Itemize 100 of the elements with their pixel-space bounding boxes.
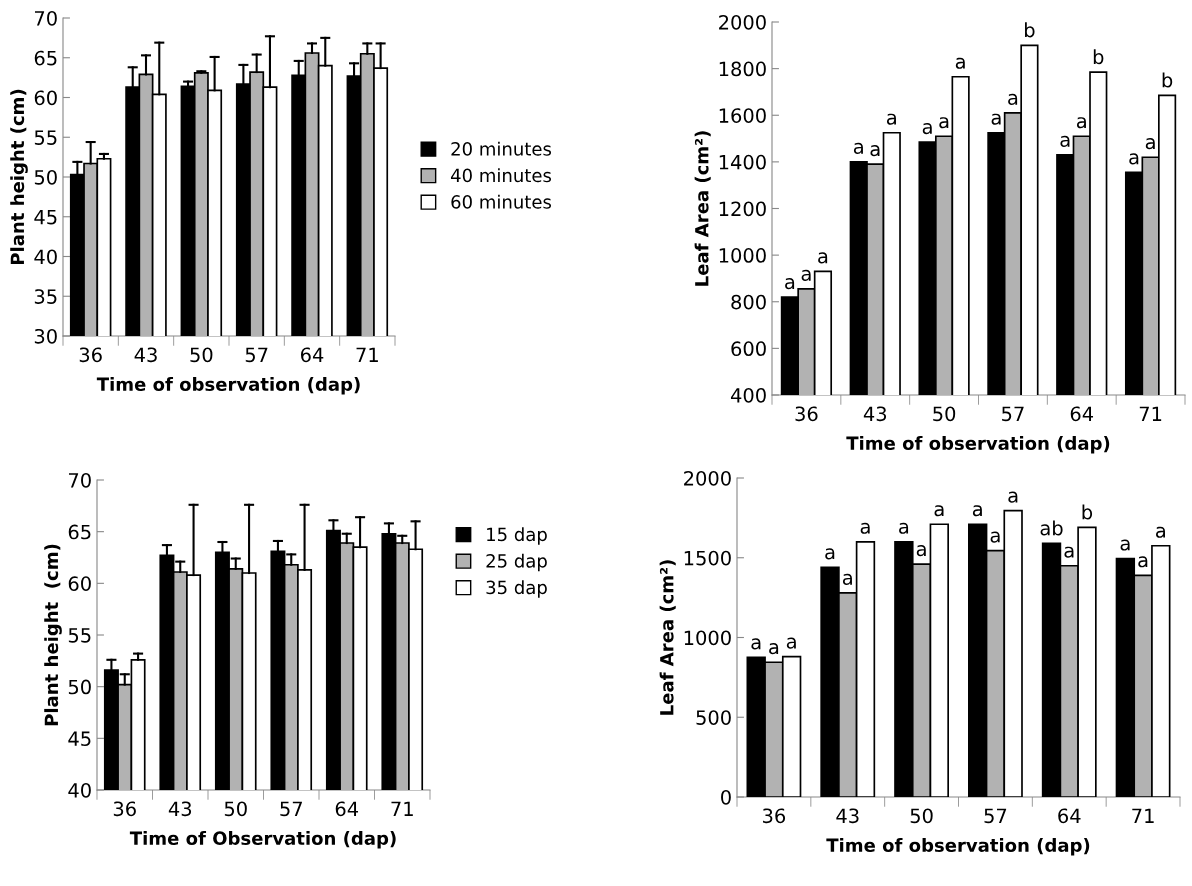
legend-label: 15 dap [487, 527, 547, 545]
y-tick-label: 1000 [719, 248, 766, 263]
x-tick-label: 50 [190, 347, 213, 363]
x-tick-label: 57 [245, 347, 268, 363]
data-label: b [1025, 22, 1035, 38]
data-label: a [922, 122, 932, 135]
data-label: a [1129, 153, 1139, 165]
data-label: a [990, 531, 1000, 543]
y-tick-label: 45 [68, 731, 91, 746]
data-label: a [991, 113, 1001, 125]
data-label: a [1060, 135, 1070, 147]
x-tick-label: 50 [933, 406, 956, 422]
x-tick-label: 71 [391, 801, 413, 816]
y-tick-label: 1000 [684, 630, 731, 646]
x-tick-label: 64 [1058, 808, 1081, 824]
data-label: a [1008, 93, 1018, 105]
y-tick-label: 40 [68, 782, 91, 798]
data-label: ab [1040, 520, 1063, 536]
x-axis-title: Time of observation (dap) [846, 436, 1110, 454]
x-axis-title: Time of Observation (dap) [129, 831, 396, 849]
y-tick-label: 400 [730, 387, 766, 403]
y-tick-label: 2000 [719, 14, 766, 30]
data-label: a [786, 637, 796, 649]
x-tick-label: 64 [335, 801, 359, 817]
legend-label: 60 minutes [451, 194, 552, 209]
y-tick-label: 60 [34, 90, 57, 106]
y-tick-label: 55 [34, 130, 57, 145]
data-label: a [1145, 138, 1155, 150]
data-label: a [860, 522, 870, 534]
data-label: a [853, 142, 863, 154]
y-tick-label: 55 [68, 628, 91, 643]
y-tick-label: 50 [34, 169, 57, 185]
data-label: a [1120, 539, 1130, 551]
data-label: a [955, 57, 965, 69]
x-tick-label: 50 [224, 801, 247, 817]
x-axis-title: Time of observation (dap) [96, 377, 360, 395]
y-tick-label: 600 [731, 341, 766, 357]
data-label: b [1093, 49, 1104, 65]
data-label: a [842, 573, 852, 585]
data-label: a [1076, 117, 1086, 129]
x-tick-label: 71 [1139, 406, 1162, 421]
y-tick-label: 70 [34, 10, 57, 26]
y-tick-label: 1500 [684, 550, 731, 566]
legend-label: 40 minutes [450, 168, 552, 183]
x-tick-label: 50 [910, 808, 933, 824]
x-tick-label: 43 [863, 406, 887, 422]
data-label: b [1082, 504, 1093, 520]
data-label: a [769, 643, 779, 655]
data-label: a [1064, 546, 1074, 558]
y-tick-label: 50 [68, 679, 91, 695]
y-tick-label: 70 [68, 472, 91, 488]
y-axis-title: Leaf Area (cm²) [694, 131, 711, 286]
x-tick-label: 43 [134, 347, 157, 363]
y-tick-label: 1800 [719, 61, 766, 77]
x-tick-label: 57 [984, 808, 1007, 824]
x-tick-label: 36 [113, 801, 136, 817]
x-tick-label: 43 [168, 801, 192, 817]
data-label: a [934, 505, 944, 517]
x-tick-label: 64 [300, 347, 324, 363]
x-tick-label: 36 [763, 808, 786, 824]
x-tick-label: 71 [356, 347, 378, 362]
y-tick-label: 60 [68, 576, 91, 591]
x-axis-title: Time of observation (dap) [826, 838, 1090, 856]
data-label: a [1138, 556, 1148, 568]
y-tick-label: 500 [696, 710, 731, 725]
legend-label: 20 minutes [451, 141, 552, 156]
x-tick-label: 36 [79, 347, 102, 363]
data-label: a [751, 638, 761, 650]
y-tick-label: 0 [721, 789, 731, 805]
y-axis-title: Leaf Area (cm²) [659, 560, 676, 715]
data-label: a [818, 252, 828, 264]
y-tick-label: 1200 [719, 201, 766, 217]
x-tick-label: 64 [1070, 406, 1094, 422]
y-tick-label: 1400 [719, 154, 766, 170]
y-tick-label: 45 [34, 209, 57, 225]
y-tick-label: 65 [34, 50, 57, 66]
x-tick-label: 57 [280, 801, 302, 817]
data-label: a [870, 145, 880, 157]
data-label: a [886, 113, 896, 125]
x-tick-label: 43 [836, 808, 859, 824]
data-label: a [899, 522, 909, 534]
data-label: a [825, 548, 835, 560]
data-label: a [939, 117, 949, 129]
data-label: a [801, 269, 811, 281]
y-tick-label: 35 [34, 289, 57, 304]
x-tick-label: 36 [795, 406, 818, 422]
y-tick-label: 65 [68, 524, 91, 540]
y-tick-label: 800 [731, 294, 766, 310]
y-tick-label: 1600 [719, 108, 766, 123]
y-axis-title: Plant height (cm) [10, 89, 28, 265]
y-axis-title: Plant height (cm) [44, 544, 62, 726]
data-label: a [1156, 526, 1165, 538]
data-label: a [1008, 491, 1018, 503]
data-label: a [972, 505, 982, 517]
data-label: b [1162, 72, 1173, 88]
y-tick-label: 2000 [684, 470, 731, 486]
legend-label: 25 dap [486, 553, 547, 572]
x-tick-label: 57 [1002, 406, 1024, 422]
legend-label: 35 dap [486, 580, 547, 598]
data-label: a [785, 277, 795, 290]
